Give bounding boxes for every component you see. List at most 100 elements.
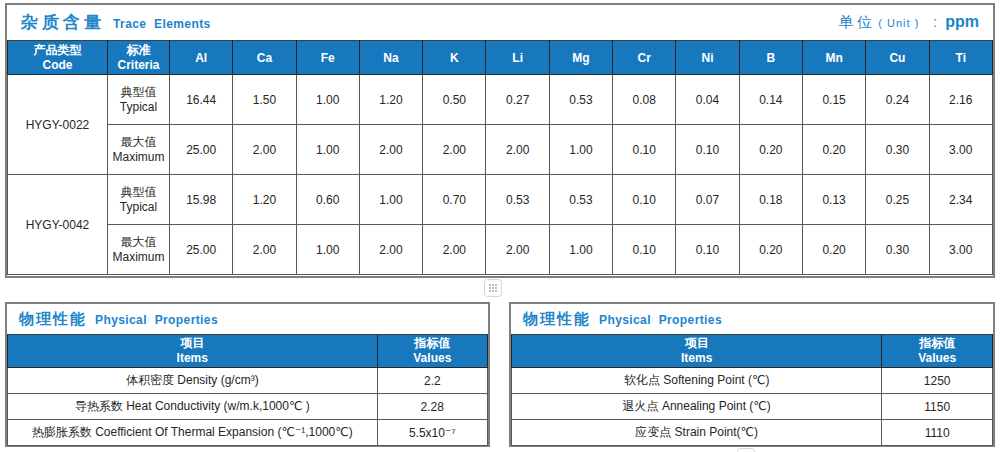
column-header-items: 项目 Items bbox=[8, 335, 378, 368]
trace-value-cell: 0.08 bbox=[613, 75, 676, 125]
column-header-values-zh: 指标值 bbox=[378, 336, 487, 351]
trace-value-cell: 0.10 bbox=[676, 225, 739, 275]
unit-colon: : bbox=[933, 14, 937, 30]
property-value-cell: 5.5x10⁻⁷ bbox=[377, 420, 487, 446]
property-value-cell: 1250 bbox=[882, 368, 993, 394]
trace-value-cell: 0.15 bbox=[802, 75, 865, 125]
property-value-cell: 1110 bbox=[882, 420, 993, 446]
trace-value-cell: 0.20 bbox=[802, 125, 865, 175]
trace-value-cell: 0.53 bbox=[549, 175, 612, 225]
table-row: 退火点 Annealing Point (℃) 1150 bbox=[512, 394, 993, 420]
column-header-code-zh: 产品类型 bbox=[8, 43, 107, 58]
column-header-values-en: Values bbox=[882, 351, 992, 366]
trace-value-cell: 0.04 bbox=[676, 75, 739, 125]
column-header-items: 项目 Items bbox=[512, 335, 882, 368]
trace-value-cell: 3.00 bbox=[929, 225, 992, 275]
trace-value-cell: 2.34 bbox=[929, 175, 992, 225]
trace-value-cell: 0.70 bbox=[423, 175, 486, 225]
trace-value-cell: 0.24 bbox=[866, 75, 929, 125]
trace-value-cell: 0.07 bbox=[676, 175, 739, 225]
table-row: 导热系数 Heat Conductivity (w/m.k,1000℃ ) 2.… bbox=[8, 394, 488, 420]
table-row: 体积密度 Density (g/cm³) 2.2 bbox=[8, 368, 488, 394]
criteria-maximum-en: Maximum bbox=[108, 250, 169, 265]
trace-value-cell: 1.00 bbox=[296, 75, 359, 125]
trace-value-cell: 2.00 bbox=[359, 225, 422, 275]
trace-value-cell: 2.00 bbox=[423, 225, 486, 275]
trace-value-cell: 0.10 bbox=[613, 225, 676, 275]
trace-value-cell: 0.13 bbox=[802, 175, 865, 225]
table-row: 应变点 Strain Point(℃) 1110 bbox=[512, 420, 993, 446]
unit-label: 单位 ( Unit ) : ppm bbox=[838, 13, 979, 32]
criteria-maximum-en: Maximum bbox=[108, 150, 169, 165]
column-header-values-zh: 指标值 bbox=[882, 336, 992, 351]
column-header-items-en: Items bbox=[8, 351, 377, 366]
property-value-cell: 1150 bbox=[882, 394, 993, 420]
physical-right-titlebar: 物理性能 Physical Properties bbox=[511, 304, 993, 334]
trace-value-cell: 2.00 bbox=[233, 125, 296, 175]
column-header-values-en: Values bbox=[378, 351, 487, 366]
trace-value-cell: 0.10 bbox=[613, 175, 676, 225]
criteria-cell-maximum: 最大值 Maximum bbox=[108, 125, 170, 175]
table-row: 软化点 Softening Point (℃) 1250 bbox=[512, 368, 993, 394]
trace-value-cell: 25.00 bbox=[170, 225, 233, 275]
section-title-zh: 物理性能 bbox=[523, 310, 591, 327]
trace-elements-table: 产品类型 Code 标准 Criteria Al Ca Fe Na K Li M… bbox=[7, 40, 993, 275]
physical-left-header-row: 项目 Items 指标值 Values bbox=[8, 335, 488, 368]
table-row: HYGY-0042 典型值 Typical 15.98 1.20 0.60 1.… bbox=[8, 175, 993, 225]
column-header-code: 产品类型 Code bbox=[8, 41, 108, 75]
section-title-en: Physical Properties bbox=[599, 313, 722, 327]
trace-value-cell: 0.50 bbox=[423, 75, 486, 125]
trace-value-cell: 0.30 bbox=[866, 225, 929, 275]
criteria-maximum-zh: 最大值 bbox=[108, 235, 169, 250]
trace-value-cell: 2.16 bbox=[929, 75, 992, 125]
criteria-cell-maximum: 最大值 Maximum bbox=[108, 225, 170, 275]
column-header-element: Cu bbox=[866, 41, 929, 75]
trace-elements-titlebar: 杂质含量Trace Elements 单位 ( Unit ) : ppm bbox=[7, 5, 993, 40]
column-header-items-en: Items bbox=[512, 351, 881, 366]
column-header-element: Mg bbox=[549, 41, 612, 75]
physical-properties-right-section: 物理性能 Physical Properties 项目 Items 指标值 Val… bbox=[509, 302, 995, 447]
column-header-element: Na bbox=[359, 41, 422, 75]
trace-value-cell: 2.00 bbox=[423, 125, 486, 175]
column-header-criteria-en: Criteria bbox=[108, 58, 169, 73]
column-header-code-en: Code bbox=[8, 58, 107, 73]
trace-value-cell: 2.00 bbox=[486, 225, 549, 275]
criteria-typical-en: Typical bbox=[108, 100, 169, 115]
trace-value-cell: 0.53 bbox=[486, 175, 549, 225]
criteria-cell-typical: 典型值 Typical bbox=[108, 175, 170, 225]
drag-handle-icon[interactable] bbox=[737, 448, 755, 452]
section-title-zh: 物理性能 bbox=[19, 310, 87, 327]
trace-value-cell: 0.20 bbox=[739, 125, 802, 175]
physical-properties-left-table: 项目 Items 指标值 Values 体积密度 Density (g/cm³)… bbox=[7, 334, 488, 446]
column-header-element: Fe bbox=[296, 41, 359, 75]
trace-value-cell: 1.00 bbox=[296, 225, 359, 275]
unit-label-en: ( Unit ) bbox=[878, 17, 919, 29]
trace-value-cell: 1.00 bbox=[549, 125, 612, 175]
trace-value-cell: 2.00 bbox=[486, 125, 549, 175]
product-code-cell: HYGY-0042 bbox=[8, 175, 108, 275]
trace-value-cell: 0.10 bbox=[613, 125, 676, 175]
property-value-cell: 2.28 bbox=[377, 394, 487, 420]
column-header-element: Al bbox=[170, 41, 233, 75]
trace-value-cell: 0.14 bbox=[739, 75, 802, 125]
column-header-element: Ca bbox=[233, 41, 296, 75]
trace-header-row: 产品类型 Code 标准 Criteria Al Ca Fe Na K Li M… bbox=[8, 41, 993, 75]
criteria-typical-zh: 典型值 bbox=[108, 85, 169, 100]
trace-value-cell: 2.00 bbox=[359, 125, 422, 175]
physical-properties-right-table: 项目 Items 指标值 Values 软化点 Softening Point … bbox=[511, 334, 993, 446]
trace-value-cell: 0.10 bbox=[676, 125, 739, 175]
trace-value-cell: 0.60 bbox=[296, 175, 359, 225]
column-header-element: K bbox=[423, 41, 486, 75]
trace-value-cell: 16.44 bbox=[170, 75, 233, 125]
trace-value-cell: 1.20 bbox=[233, 175, 296, 225]
criteria-cell-typical: 典型值 Typical bbox=[108, 75, 170, 125]
physical-properties-left-section: 物理性能Physical Properties 项目 Items 指标值 Val… bbox=[5, 302, 490, 447]
drag-handle-icon[interactable] bbox=[484, 279, 502, 297]
table-row: 热膨胀系数 Coefficient Of Thermal Expansion (… bbox=[8, 420, 488, 446]
trace-value-cell: 25.00 bbox=[170, 125, 233, 175]
section-title: 物理性能Physical Properties bbox=[19, 310, 218, 329]
column-header-element: B bbox=[739, 41, 802, 75]
physical-right-header-row: 项目 Items 指标值 Values bbox=[512, 335, 993, 368]
unit-value: ppm bbox=[945, 13, 979, 31]
column-header-element: Ni bbox=[676, 41, 739, 75]
